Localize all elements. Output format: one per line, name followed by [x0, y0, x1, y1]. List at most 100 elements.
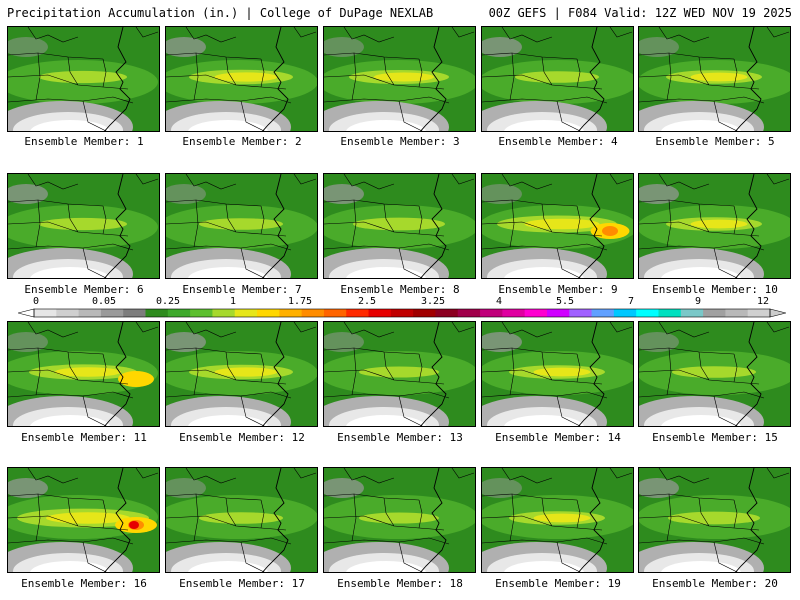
precip-map-svg [166, 174, 317, 278]
colorbar-swatch [100, 309, 124, 317]
precip-map-svg [8, 27, 159, 131]
colorbar-swatch [636, 309, 659, 317]
colorbar-swatch [390, 309, 414, 317]
ensemble-member-label: Ensemble Member: 18 [337, 577, 463, 590]
colorbar-swatch [78, 309, 102, 317]
colorbar-swatch [747, 309, 771, 317]
ensemble-member-label: Ensemble Member: 9 [498, 283, 618, 296]
ensemble-member-map [165, 173, 318, 279]
colorbar-tick-label: 2.5 [357, 296, 377, 307]
ensemble-member-map [323, 467, 476, 573]
colorbar-swatch [546, 309, 570, 317]
colorbar-low-arrow [18, 308, 35, 318]
precip-map-svg [8, 322, 159, 426]
ensemble-member-label: Ensemble Member: 13 [337, 431, 463, 444]
colorbar-swatch [569, 309, 593, 317]
ensemble-member-label: Ensemble Member: 15 [652, 431, 778, 444]
colorbar-tick-label: 7 [627, 296, 635, 307]
precip-map-svg [8, 174, 159, 278]
precip-map-svg [8, 468, 159, 572]
colorbar-swatch [234, 309, 258, 317]
colorbar-swatch [212, 309, 236, 317]
colorbar-swatch [301, 309, 325, 317]
precip-map-svg [639, 174, 790, 278]
ensemble-member-map [323, 26, 476, 132]
colorbar-swatch [56, 309, 80, 317]
colorbar-swatch [413, 309, 436, 317]
colorbar-tick-label: 3.25 [420, 296, 446, 307]
precip-map-svg [166, 322, 317, 426]
colorbar-tick-label: 0 [32, 296, 40, 307]
ensemble-member-map [323, 173, 476, 279]
ensemble-member-map [165, 467, 318, 573]
precip-map-svg [482, 468, 633, 572]
ensemble-member-label: Ensemble Member: 20 [652, 577, 778, 590]
precip-map-svg [166, 468, 317, 572]
ensemble-member-map [481, 321, 634, 427]
ensemble-member-map [481, 173, 634, 279]
ensemble-member-map [638, 467, 791, 573]
ensemble-member-map [165, 321, 318, 427]
ensemble-member-label: Ensemble Member: 2 [182, 135, 302, 148]
colorbar-tick-label: 12 [756, 296, 770, 307]
ensemble-member-map [7, 321, 160, 427]
colorbar-tick-label: 0.05 [91, 296, 117, 307]
colorbar-swatch [658, 309, 682, 317]
precip-map-svg [639, 468, 790, 572]
ensemble-member-map [481, 467, 634, 573]
precip-map-svg [166, 27, 317, 131]
colorbar-tick-label: 1 [229, 296, 237, 307]
colorbar-swatch [591, 309, 615, 317]
ensemble-member-label: Ensemble Member: 1 [24, 135, 144, 148]
ensemble-member-label: Ensemble Member: 16 [21, 577, 147, 590]
colorbar-tick-label: 5.5 [555, 296, 575, 307]
colorbar-tick-label: 0.25 [155, 296, 181, 307]
ensemble-member-map [7, 26, 160, 132]
colorbar-swatch [323, 309, 347, 317]
precip-map-svg [639, 27, 790, 131]
ensemble-member-label: Ensemble Member: 4 [498, 135, 618, 148]
precip-map-svg [324, 468, 475, 572]
ensemble-member-map [323, 321, 476, 427]
colorbar-swatch [257, 309, 280, 317]
colorbar-swatch [368, 309, 392, 317]
precip-map-svg [324, 174, 475, 278]
colorbar-swatch [703, 309, 726, 317]
ensemble-member-label: Ensemble Member: 8 [340, 283, 460, 296]
colorbar-swatch [725, 309, 749, 317]
colorbar-swatch [435, 309, 459, 317]
precip-map-svg [482, 322, 633, 426]
ensemble-member-label: Ensemble Member: 19 [495, 577, 621, 590]
ensemble-member-label: Ensemble Member: 17 [179, 577, 305, 590]
ensemble-member-label: Ensemble Member: 14 [495, 431, 621, 444]
map-header-title: Precipitation Accumulation (in.) | Colle… [7, 6, 434, 20]
colorbar-swatch [480, 309, 503, 317]
colorbar-swatch [613, 309, 637, 317]
colorbar-swatch [145, 309, 169, 317]
ensemble-member-map [638, 321, 791, 427]
ensemble-member-map [165, 26, 318, 132]
precip-map-svg [324, 27, 475, 131]
ensemble-member-map [638, 26, 791, 132]
colorbar-swatch [502, 309, 526, 317]
precip-map-svg [639, 322, 790, 426]
precipitation-colorbar [18, 308, 786, 318]
ensemble-member-label: Ensemble Member: 5 [655, 135, 775, 148]
colorbar-swatch [279, 309, 303, 317]
colorbar-swatch [167, 309, 191, 317]
colorbar-swatch [34, 309, 57, 317]
ensemble-member-map [7, 173, 160, 279]
colorbar-swatch [123, 309, 147, 317]
colorbar-tick-label: 4 [495, 296, 503, 307]
colorbar-high-arrow [769, 308, 786, 318]
precip-map-svg [482, 27, 633, 131]
colorbar-swatch [346, 309, 370, 317]
ensemble-member-label: Ensemble Member: 10 [652, 283, 778, 296]
colorbar-tick-label: 1.75 [287, 296, 313, 307]
ensemble-member-label: Ensemble Member: 7 [182, 283, 302, 296]
precip-map-svg [324, 322, 475, 426]
precip-map-svg [482, 174, 633, 278]
model-run-valid-time: 00Z GEFS | F084 Valid: 12Z WED NOV 19 20… [488, 6, 792, 20]
ensemble-member-map [7, 467, 160, 573]
ensemble-member-label: Ensemble Member: 3 [340, 135, 460, 148]
